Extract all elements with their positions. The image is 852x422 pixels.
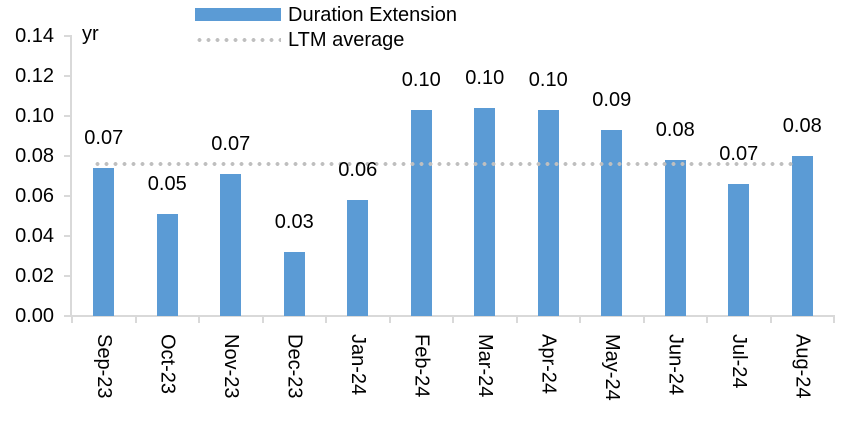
legend-item-ltm-average: LTM average	[195, 27, 457, 52]
bar-value-label: 0.06	[338, 159, 378, 181]
bar-value-label: 0.07	[211, 133, 251, 155]
x-axis-label-jun-24: Jun-24	[664, 334, 687, 396]
x-axis-label-aug-24: Aug-24	[791, 334, 814, 399]
y-axis-tick-label: 0.00	[15, 305, 54, 327]
x-axis-label-jul-24: Jul-24	[727, 334, 750, 389]
x-axis-tick	[769, 317, 772, 323]
x-axis-line	[64, 315, 835, 317]
bar-apr-24	[537, 110, 559, 316]
x-axis-label-dec-23: Dec-23	[283, 334, 306, 399]
bar-sep-23	[93, 168, 115, 316]
bar-oct-23	[156, 214, 178, 316]
y-axis-tick	[64, 235, 72, 237]
x-axis-tick	[452, 317, 454, 323]
x-axis-label-oct-23: Oct-23	[156, 334, 179, 395]
legend-item-duration-extension: Duration Extension	[195, 2, 457, 27]
y-axis-tick	[64, 35, 72, 37]
ltm-average-line	[92, 162, 798, 166]
x-axis-tick	[134, 317, 137, 323]
bar-aug-24	[791, 156, 813, 316]
bar-mar-24	[474, 108, 496, 316]
bar-value-label: 0.07	[84, 127, 124, 149]
x-axis-tick	[198, 317, 200, 323]
x-axis-tick	[579, 317, 581, 323]
bar-value-label: 0.08	[782, 115, 822, 137]
x-axis-label-sep-23: Sep-23	[92, 334, 115, 399]
y-axis-tick-label: 0.08	[15, 145, 54, 167]
bar-swatch-icon	[195, 8, 281, 21]
x-axis-tick	[515, 317, 518, 323]
y-axis-tick	[64, 275, 72, 277]
bar-value-label: 0.03	[274, 211, 314, 233]
x-axis-label-apr-24: Apr-24	[537, 334, 560, 395]
y-axis-tick-label: 0.10	[15, 105, 54, 127]
bar-jul-24	[728, 184, 750, 316]
x-axis-label-mar-24: Mar-24	[473, 334, 496, 398]
y-axis-tick	[64, 155, 72, 157]
bar-jan-24	[347, 200, 369, 316]
x-axis-label-may-24: May-24	[600, 334, 623, 401]
x-axis-tick	[325, 317, 327, 323]
bar-value-label: 0.07	[719, 143, 759, 165]
bar-nov-23	[220, 174, 242, 316]
y-axis-tick-label: 0.14	[15, 25, 54, 47]
y-axis-tick-label: 0.06	[15, 185, 54, 207]
bar-feb-24	[410, 110, 432, 316]
y-axis-tick	[64, 115, 72, 117]
y-axis-unit-label: yr	[82, 23, 99, 45]
legend-label-duration-extension: Duration Extension	[288, 3, 457, 26]
bar-value-label: 0.10	[465, 67, 505, 89]
chart-legend: Duration Extension LTM average	[195, 2, 457, 52]
y-axis-tick-label: 0.12	[15, 65, 54, 87]
x-axis-tick	[706, 317, 708, 323]
bar-value-label: 0.05	[147, 173, 187, 195]
bar-value-label: 0.09	[592, 89, 632, 111]
bar-value-label: 0.10	[528, 69, 568, 91]
bar-may-24	[601, 130, 623, 316]
y-axis-tick-label: 0.04	[15, 225, 54, 247]
bar-dec-23	[283, 252, 305, 316]
x-axis-tick	[388, 317, 391, 323]
x-axis-tick	[642, 317, 645, 323]
x-axis-tick	[833, 317, 835, 323]
y-axis-line	[70, 36, 72, 317]
y-axis-tick-label: 0.02	[15, 265, 54, 287]
x-axis-label-feb-24: Feb-24	[410, 334, 433, 398]
y-axis-tick	[64, 75, 72, 77]
x-axis-label-jan-24: Jan-24	[346, 334, 369, 396]
x-axis-tick	[71, 317, 73, 323]
bar-jun-24	[664, 160, 686, 316]
legend-label-ltm-average: LTM average	[288, 28, 405, 51]
bar-value-label: 0.10	[401, 69, 441, 91]
y-axis-tick	[64, 195, 72, 197]
x-axis-label-nov-23: Nov-23	[219, 334, 242, 399]
x-axis-tick	[261, 317, 264, 323]
bar-value-label: 0.08	[655, 119, 695, 141]
dotted-line-swatch-icon	[195, 37, 281, 42]
